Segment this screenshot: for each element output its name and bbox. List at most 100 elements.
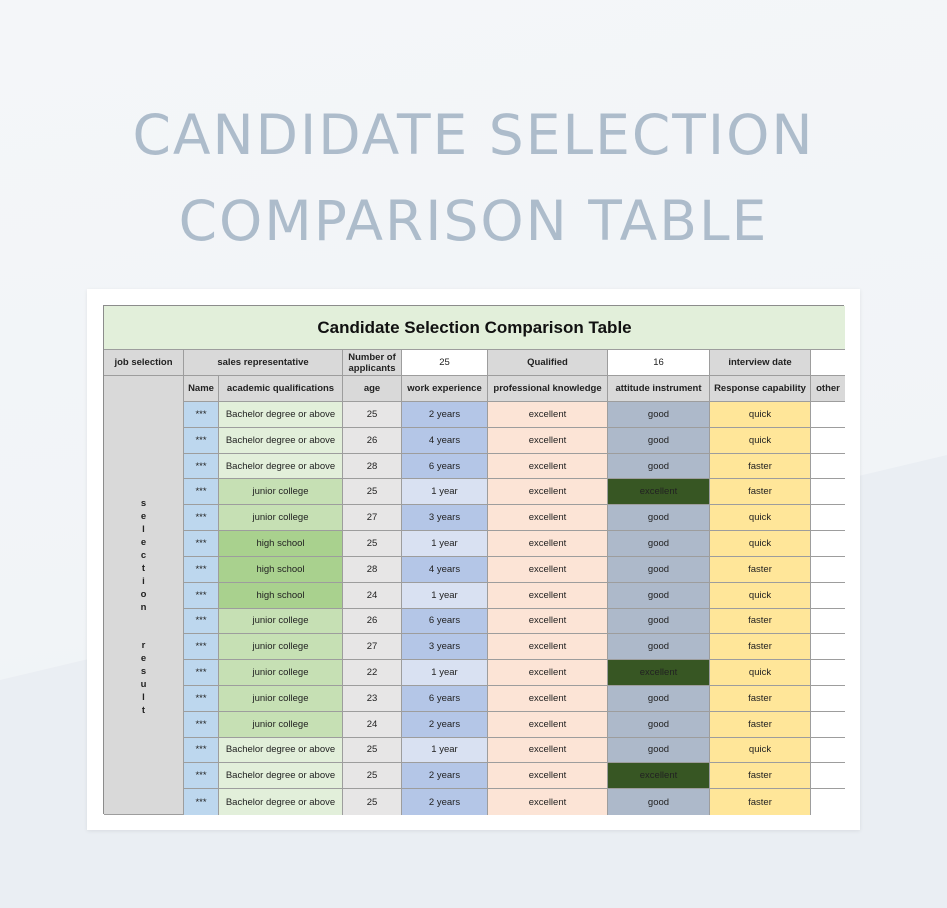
cell-age[interactable]: 22 xyxy=(343,660,402,686)
cell-attitude[interactable]: good xyxy=(608,427,710,454)
cell-age[interactable]: 24 xyxy=(343,582,402,609)
cell-professional-knowledge[interactable]: excellent xyxy=(488,737,608,764)
cell-qualification[interactable]: Bachelor degree or above xyxy=(219,763,343,790)
cell-other[interactable] xyxy=(811,737,845,764)
cell-other[interactable] xyxy=(811,453,845,480)
cell-response[interactable]: faster xyxy=(710,608,811,635)
cell-name[interactable]: *** xyxy=(184,582,219,609)
cell-work-experience[interactable]: 2 years xyxy=(402,763,488,790)
cell-work-experience[interactable]: 6 years xyxy=(402,608,488,635)
cell-work-experience[interactable]: 6 years xyxy=(402,453,488,480)
cell-name[interactable]: *** xyxy=(184,737,219,764)
cell-qualification[interactable]: junior college xyxy=(219,634,343,661)
cell-qualification[interactable]: high school xyxy=(219,531,343,557)
cell-response[interactable]: faster xyxy=(710,711,811,738)
cell-qualification[interactable]: Bachelor degree or above xyxy=(219,427,343,454)
cell-attitude[interactable]: good xyxy=(608,556,710,583)
cell-other[interactable] xyxy=(811,479,845,506)
cell-response[interactable]: quick xyxy=(710,427,811,454)
cell-qualification[interactable]: Bachelor degree or above xyxy=(219,402,343,428)
cell-professional-knowledge[interactable]: excellent xyxy=(488,660,608,686)
cell-response[interactable]: quick xyxy=(710,505,811,532)
cell-name[interactable]: *** xyxy=(184,427,219,454)
cell-attitude[interactable]: good xyxy=(608,531,710,557)
cell-other[interactable] xyxy=(811,763,845,790)
cell-qualification[interactable]: junior college xyxy=(219,479,343,506)
cell-professional-knowledge[interactable]: excellent xyxy=(488,453,608,480)
cell-age[interactable]: 25 xyxy=(343,737,402,764)
cell-professional-knowledge[interactable]: excellent xyxy=(488,608,608,635)
cell-attitude[interactable]: excellent xyxy=(608,763,710,790)
cell-professional-knowledge[interactable]: excellent xyxy=(488,711,608,738)
cell-response[interactable]: faster xyxy=(710,453,811,480)
cell-attitude[interactable]: good xyxy=(608,789,710,815)
cell-attitude[interactable]: good xyxy=(608,453,710,480)
cell-attitude[interactable]: good xyxy=(608,634,710,661)
cell-attitude[interactable]: good xyxy=(608,505,710,532)
cell-response[interactable]: faster xyxy=(710,763,811,790)
cell-professional-knowledge[interactable]: excellent xyxy=(488,402,608,428)
cell-attitude[interactable]: excellent xyxy=(608,479,710,506)
cell-response[interactable]: faster xyxy=(710,789,811,815)
cell-work-experience[interactable]: 6 years xyxy=(402,685,488,712)
cell-other[interactable] xyxy=(811,531,845,557)
cell-other[interactable] xyxy=(811,505,845,532)
cell-work-experience[interactable]: 4 years xyxy=(402,556,488,583)
cell-other[interactable] xyxy=(811,685,845,712)
cell-professional-knowledge[interactable]: excellent xyxy=(488,634,608,661)
cell-other[interactable] xyxy=(811,789,845,815)
cell-work-experience[interactable]: 1 year xyxy=(402,660,488,686)
cell-other[interactable] xyxy=(811,634,845,661)
cell-qualification[interactable]: Bachelor degree or above xyxy=(219,789,343,815)
cell-attitude[interactable]: good xyxy=(608,582,710,609)
job-value[interactable]: sales representative xyxy=(184,350,343,376)
cell-name[interactable]: *** xyxy=(184,402,219,428)
cell-name[interactable]: *** xyxy=(184,556,219,583)
cell-response[interactable]: faster xyxy=(710,479,811,506)
cell-age[interactable]: 27 xyxy=(343,634,402,661)
cell-response[interactable]: quick xyxy=(710,737,811,764)
cell-professional-knowledge[interactable]: excellent xyxy=(488,556,608,583)
cell-work-experience[interactable]: 1 year xyxy=(402,531,488,557)
cell-professional-knowledge[interactable]: excellent xyxy=(488,427,608,454)
cell-work-experience[interactable]: 1 year xyxy=(402,479,488,506)
cell-qualification[interactable]: Bachelor degree or above xyxy=(219,737,343,764)
cell-age[interactable]: 25 xyxy=(343,479,402,506)
cell-age[interactable]: 25 xyxy=(343,789,402,815)
cell-work-experience[interactable]: 3 years xyxy=(402,634,488,661)
cell-age[interactable]: 26 xyxy=(343,427,402,454)
cell-work-experience[interactable]: 2 years xyxy=(402,711,488,738)
cell-work-experience[interactable]: 1 year xyxy=(402,582,488,609)
cell-name[interactable]: *** xyxy=(184,763,219,790)
cell-response[interactable]: faster xyxy=(710,685,811,712)
cell-professional-knowledge[interactable]: excellent xyxy=(488,763,608,790)
cell-name[interactable]: *** xyxy=(184,531,219,557)
cell-name[interactable]: *** xyxy=(184,608,219,635)
cell-attitude[interactable]: good xyxy=(608,608,710,635)
cell-attitude[interactable]: excellent xyxy=(608,660,710,686)
cell-professional-knowledge[interactable]: excellent xyxy=(488,531,608,557)
cell-name[interactable]: *** xyxy=(184,711,219,738)
cell-name[interactable]: *** xyxy=(184,789,219,815)
cell-attitude[interactable]: good xyxy=(608,711,710,738)
cell-professional-knowledge[interactable]: excellent xyxy=(488,505,608,532)
cell-attitude[interactable]: good xyxy=(608,737,710,764)
applicants-value[interactable]: 25 xyxy=(402,350,488,376)
cell-response[interactable]: quick xyxy=(710,660,811,686)
cell-name[interactable]: *** xyxy=(184,685,219,712)
cell-work-experience[interactable]: 2 years xyxy=(402,789,488,815)
cell-qualification[interactable]: junior college xyxy=(219,505,343,532)
cell-age[interactable]: 24 xyxy=(343,711,402,738)
cell-work-experience[interactable]: 4 years xyxy=(402,427,488,454)
cell-response[interactable]: quick xyxy=(710,531,811,557)
cell-qualification[interactable]: junior college xyxy=(219,711,343,738)
cell-age[interactable]: 23 xyxy=(343,685,402,712)
cell-other[interactable] xyxy=(811,582,845,609)
cell-name[interactable]: *** xyxy=(184,479,219,506)
cell-qualification[interactable]: high school xyxy=(219,556,343,583)
cell-age[interactable]: 25 xyxy=(343,763,402,790)
cell-name[interactable]: *** xyxy=(184,634,219,661)
cell-attitude[interactable]: good xyxy=(608,402,710,428)
cell-other[interactable] xyxy=(811,660,845,686)
cell-response[interactable]: quick xyxy=(710,582,811,609)
